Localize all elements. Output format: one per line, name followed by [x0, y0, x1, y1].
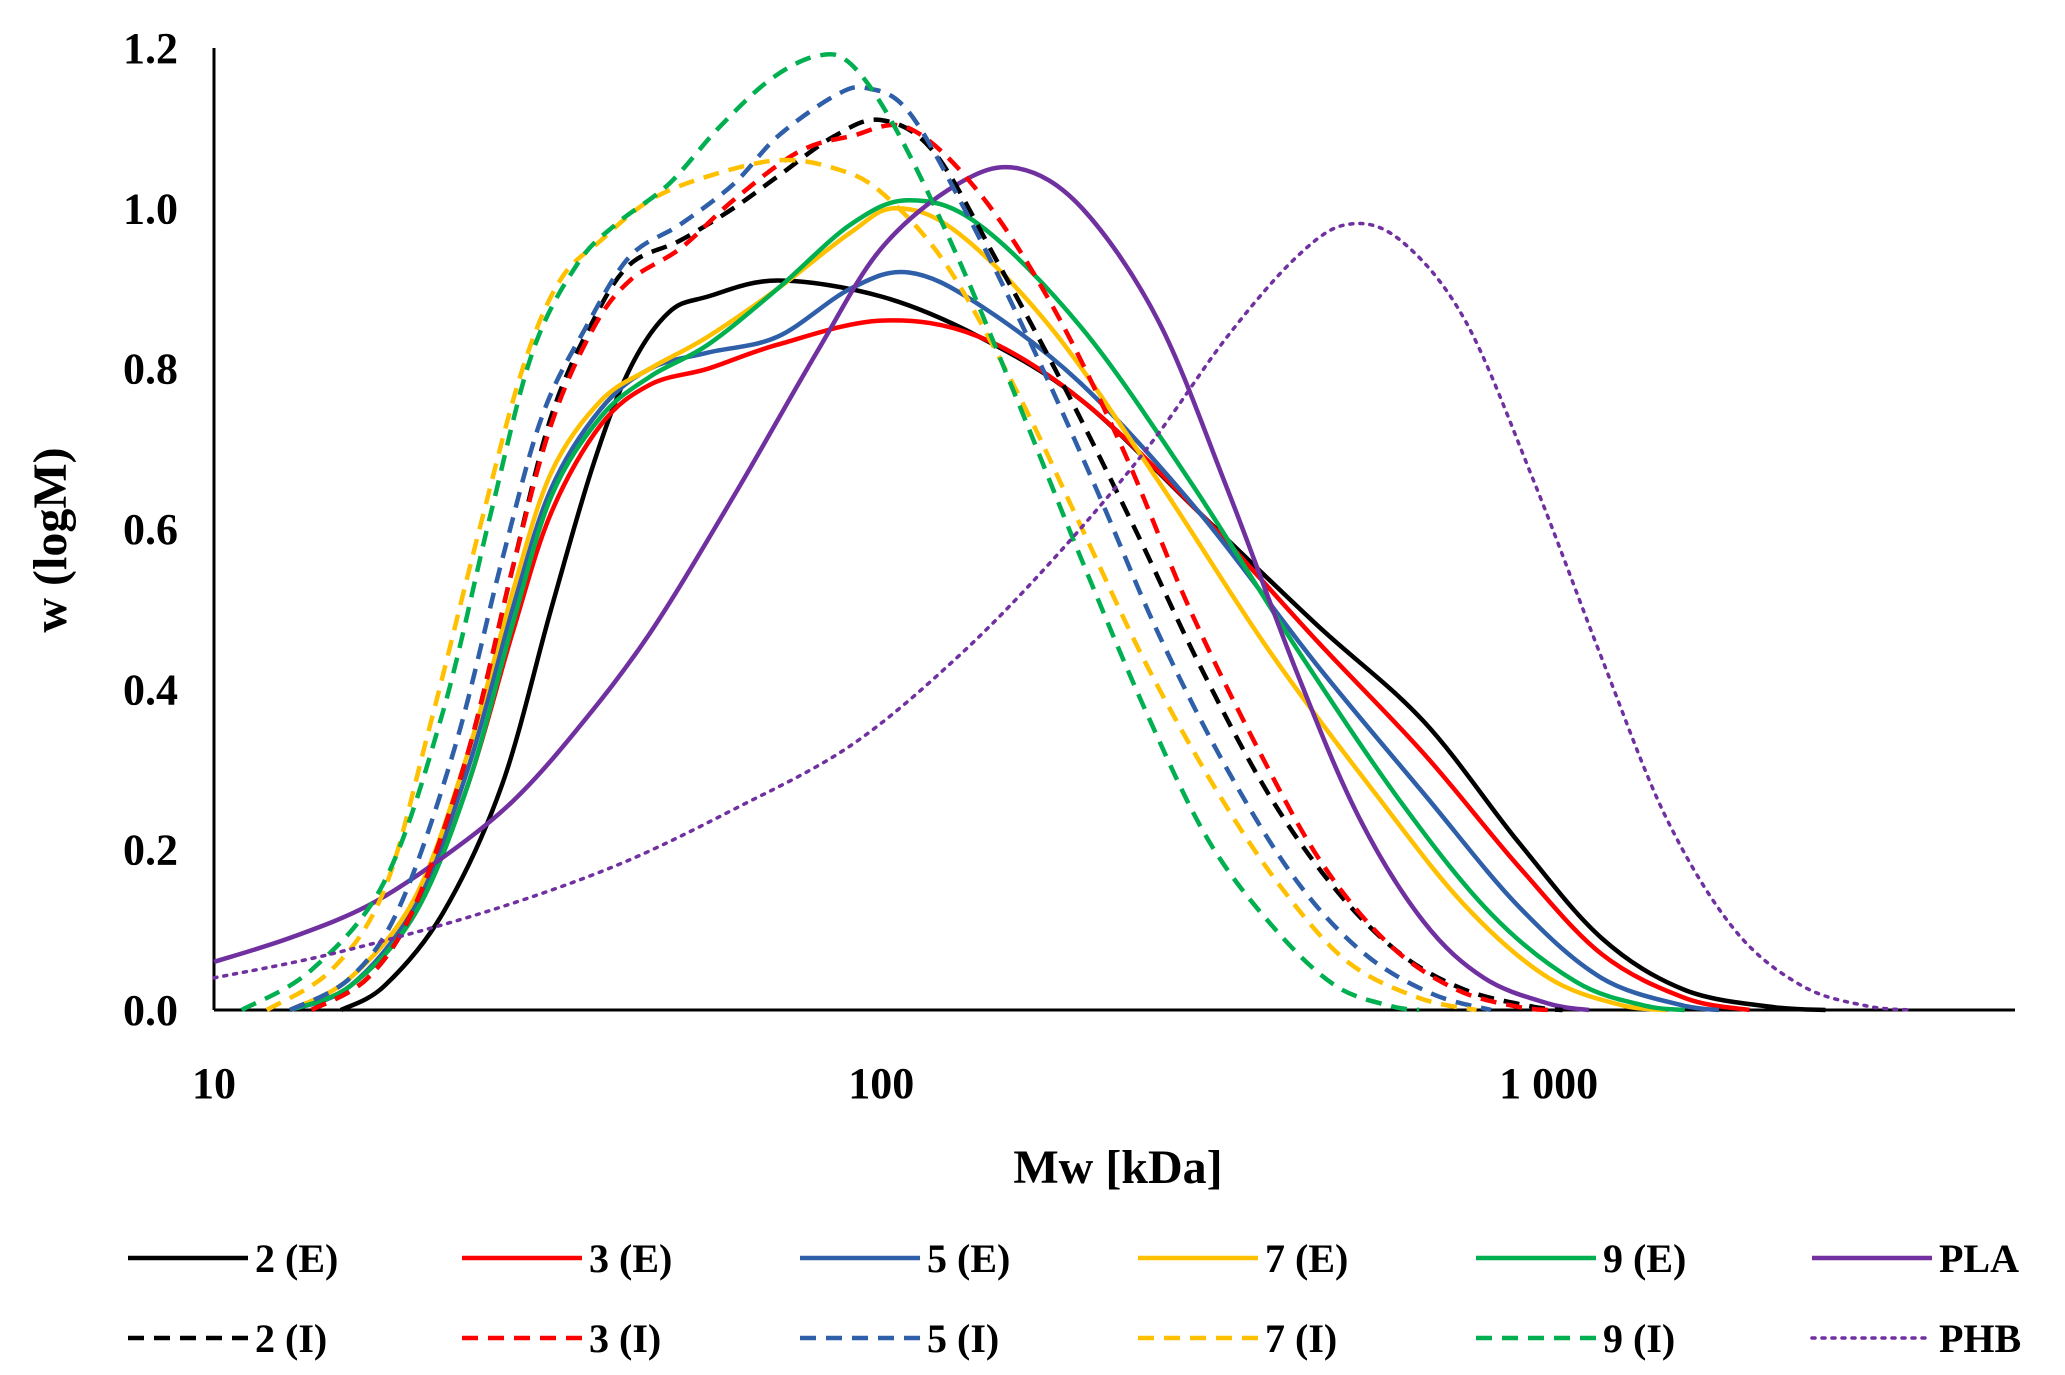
series-line	[265, 157, 1478, 1013]
legend-label: 7 (I)	[1265, 1316, 1337, 1361]
series-line	[240, 51, 1420, 1013]
series-line	[289, 198, 1686, 1013]
y-tick-label: 1.2	[123, 24, 178, 73]
legend-label: 9 (I)	[1603, 1316, 1675, 1361]
x-axis-title: Mw [kDa]	[1013, 1141, 1222, 1194]
plot-area	[212, 48, 2015, 1013]
series-line	[212, 221, 1914, 1012]
legend-label: 5 (I)	[927, 1316, 999, 1361]
y-tick-labels: 0.0 0.2 0.4 0.6 0.8 1.0 1.2	[123, 24, 178, 1035]
y-tick-label: 0.8	[123, 345, 178, 394]
legend-label: 3 (E)	[589, 1236, 672, 1281]
y-tick-label: 0.4	[123, 665, 178, 714]
legend-label: 2 (I)	[255, 1316, 327, 1361]
legend-label: PHB	[1939, 1316, 2021, 1361]
legend-label: 9 (E)	[1603, 1236, 1686, 1281]
legend-label: 7 (E)	[1265, 1236, 1348, 1281]
legend-label: 5 (E)	[927, 1236, 1010, 1281]
series-line	[289, 269, 1720, 1013]
y-axis-title: w (logM)	[24, 447, 77, 632]
legend: 2 (E) 3 (E) 5 (E) 7 (E) 9 (E) PLA 2 (I) 3 (I) 5 …	[128, 1236, 2021, 1361]
series-line	[288, 84, 1492, 1013]
y-tick-label: 0.0	[123, 986, 178, 1035]
legend-label: 2 (E)	[255, 1236, 338, 1281]
series-line	[339, 278, 1826, 1013]
series-line	[288, 206, 1667, 1013]
x-tick-label: 100	[848, 1059, 914, 1108]
y-tick-label: 0.6	[123, 505, 178, 554]
series-layer	[212, 51, 1914, 1013]
legend-label: 3 (I)	[589, 1316, 661, 1361]
y-tick-label: 1.0	[123, 184, 178, 233]
legend-label: PLA	[1939, 1236, 2019, 1281]
x-tick-label: 10	[192, 1059, 236, 1108]
y-tick-label: 0.2	[123, 826, 178, 875]
series-line	[310, 122, 1549, 1013]
x-tick-label: 1 000	[1499, 1059, 1598, 1108]
x-tick-labels: 10 100 1 000	[192, 1059, 1598, 1108]
